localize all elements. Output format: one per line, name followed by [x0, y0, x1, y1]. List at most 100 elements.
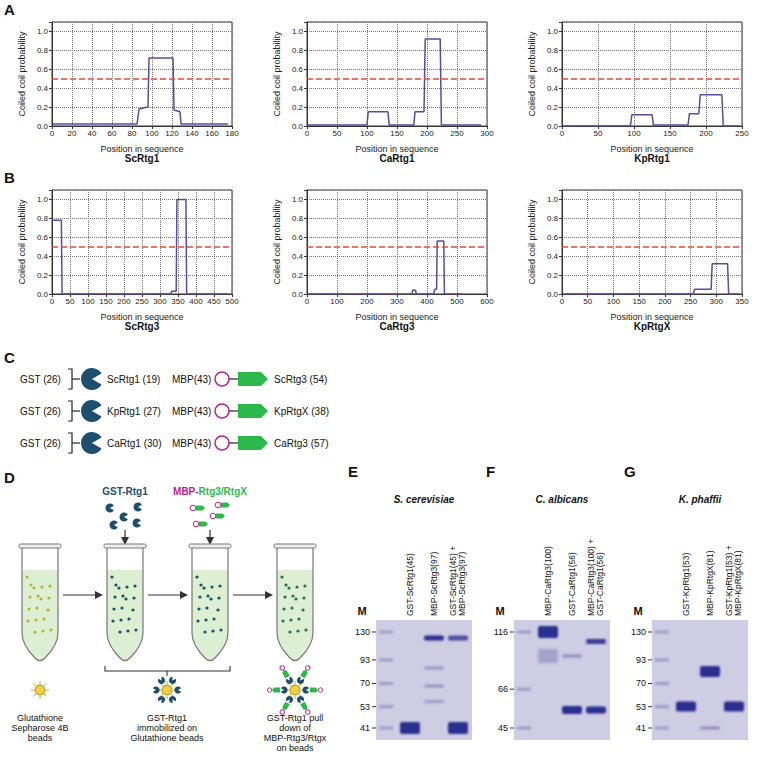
svg-text:50: 50: [333, 129, 342, 138]
svg-text:400: 400: [420, 297, 434, 306]
svg-text:1.0: 1.0: [37, 27, 49, 36]
svg-text:60: 60: [108, 129, 117, 138]
svg-text:GST-KpRtg1(53): GST-KpRtg1(53): [681, 553, 691, 616]
svg-text:50: 50: [583, 297, 592, 306]
svg-text:ScRtg3 (54): ScRtg3 (54): [274, 374, 327, 385]
svg-text:0.4: 0.4: [37, 84, 49, 93]
svg-text:GST-ScRtg1(45): GST-ScRtg1(45): [405, 553, 415, 616]
svg-text:M: M: [357, 605, 366, 617]
svg-text:450: 450: [207, 297, 221, 306]
svg-text:Glutathione: Glutathione: [17, 713, 63, 723]
svg-text:50: 50: [594, 129, 603, 138]
svg-text:500: 500: [450, 297, 464, 306]
svg-text:Coiled coil probability: Coiled coil probability: [272, 199, 282, 285]
svg-text:CaRtg3: CaRtg3: [379, 321, 414, 332]
svg-text:70: 70: [360, 678, 370, 688]
svg-text:MBP-Rtg3/Rtgx: MBP-Rtg3/Rtgx: [264, 733, 327, 743]
svg-text:ScRtg1 (19): ScRtg1 (19): [107, 374, 160, 385]
svg-text:80: 80: [128, 129, 137, 138]
svg-text:100: 100: [360, 129, 374, 138]
svg-text:beads: beads: [28, 733, 53, 743]
svg-text:41: 41: [636, 723, 646, 733]
svg-text:KpRtg1: KpRtg1: [634, 153, 670, 164]
svg-text:53: 53: [636, 702, 646, 712]
svg-text:600: 600: [480, 297, 494, 306]
svg-text:0.4: 0.4: [547, 252, 559, 261]
svg-text:200: 200: [658, 297, 672, 306]
svg-text:200: 200: [360, 297, 374, 306]
svg-text:ScRtg3: ScRtg3: [125, 321, 160, 332]
svg-text:0.8: 0.8: [547, 46, 559, 55]
svg-text:MBP-KpRtgX(81): MBP-KpRtgX(81): [733, 550, 743, 616]
svg-text:0.6: 0.6: [292, 65, 304, 74]
svg-text:41: 41: [360, 723, 370, 733]
svg-text:70: 70: [636, 678, 646, 688]
svg-text:45: 45: [498, 723, 508, 733]
svg-text:180: 180: [225, 129, 239, 138]
svg-text:0.6: 0.6: [37, 65, 49, 74]
svg-text:400: 400: [189, 297, 203, 306]
svg-text:100: 100: [607, 297, 621, 306]
svg-text:0.2: 0.2: [37, 271, 49, 280]
svg-text:130: 130: [355, 627, 370, 637]
svg-text:350: 350: [735, 297, 749, 306]
svg-text:G: G: [624, 463, 636, 480]
svg-text:0.8: 0.8: [547, 214, 559, 223]
svg-text:93: 93: [636, 655, 646, 665]
svg-text:MBP-CaRtg3(100): MBP-CaRtg3(100): [543, 546, 553, 616]
svg-text:Sepharose 4B: Sepharose 4B: [11, 723, 68, 733]
svg-text:MBP-Rtg3/RtgX: MBP-Rtg3/RtgX: [173, 486, 247, 497]
svg-text:C. albicans: C. albicans: [536, 494, 589, 505]
svg-text:M: M: [633, 605, 642, 617]
svg-text:GST-Rtg1: GST-Rtg1: [147, 713, 187, 723]
svg-text:50: 50: [66, 297, 75, 306]
svg-text:0.0: 0.0: [547, 122, 559, 131]
svg-text:300: 300: [480, 129, 494, 138]
svg-text:down of: down of: [279, 723, 311, 733]
svg-text:Coiled coil probability: Coiled coil probability: [527, 31, 537, 117]
svg-text:150: 150: [632, 297, 646, 306]
svg-text:0.6: 0.6: [37, 233, 49, 242]
svg-text:GST (26): GST (26): [20, 374, 61, 385]
svg-text:0.0: 0.0: [37, 290, 49, 299]
svg-text:MBP-ScRtg3(97): MBP-ScRtg3(97): [429, 552, 439, 616]
svg-text:150: 150: [663, 129, 677, 138]
svg-text:1.0: 1.0: [292, 27, 304, 36]
svg-text:0.2: 0.2: [292, 271, 304, 280]
svg-text:0.0: 0.0: [547, 290, 559, 299]
svg-text:250: 250: [684, 297, 698, 306]
svg-text:1.0: 1.0: [547, 27, 559, 36]
svg-text:20: 20: [68, 129, 77, 138]
svg-text:160: 160: [205, 129, 219, 138]
svg-text:100: 100: [627, 129, 641, 138]
svg-text:ScRtg1: ScRtg1: [125, 153, 160, 164]
svg-text:500: 500: [225, 297, 239, 306]
svg-text:CaRtg3 (57): CaRtg3 (57): [274, 438, 328, 449]
svg-text:200: 200: [117, 297, 131, 306]
svg-text:F: F: [486, 463, 495, 480]
svg-text:350: 350: [171, 297, 185, 306]
svg-text:Coiled coil probability: Coiled coil probability: [17, 31, 27, 117]
svg-text:250: 250: [135, 297, 149, 306]
svg-text:0.2: 0.2: [37, 103, 49, 112]
svg-text:1.0: 1.0: [547, 195, 559, 204]
svg-text:M: M: [495, 605, 504, 617]
svg-text:0.0: 0.0: [37, 122, 49, 131]
svg-text:Coiled coil probability: Coiled coil probability: [272, 31, 282, 117]
svg-text:0.4: 0.4: [292, 252, 304, 261]
svg-text:MBP-ScRtg3(97): MBP-ScRtg3(97): [457, 552, 467, 616]
svg-text:KpRtg1 (27): KpRtg1 (27): [107, 406, 161, 417]
svg-text:200: 200: [420, 129, 434, 138]
svg-text:MBP(43): MBP(43): [172, 406, 211, 417]
svg-text:116: 116: [494, 627, 508, 637]
svg-text:GST-Rtg1 pull: GST-Rtg1 pull: [267, 713, 324, 723]
svg-text:130: 130: [631, 627, 646, 637]
svg-text:E: E: [348, 463, 358, 480]
svg-text:GST-CaRtg1(56): GST-CaRtg1(56): [595, 552, 605, 616]
svg-text:0: 0: [305, 129, 310, 138]
svg-text:53: 53: [360, 702, 370, 712]
svg-text:Coiled coil probability: Coiled coil probability: [17, 199, 27, 285]
svg-text:100: 100: [330, 297, 344, 306]
svg-text:0.4: 0.4: [292, 84, 304, 93]
svg-text:120: 120: [165, 129, 179, 138]
